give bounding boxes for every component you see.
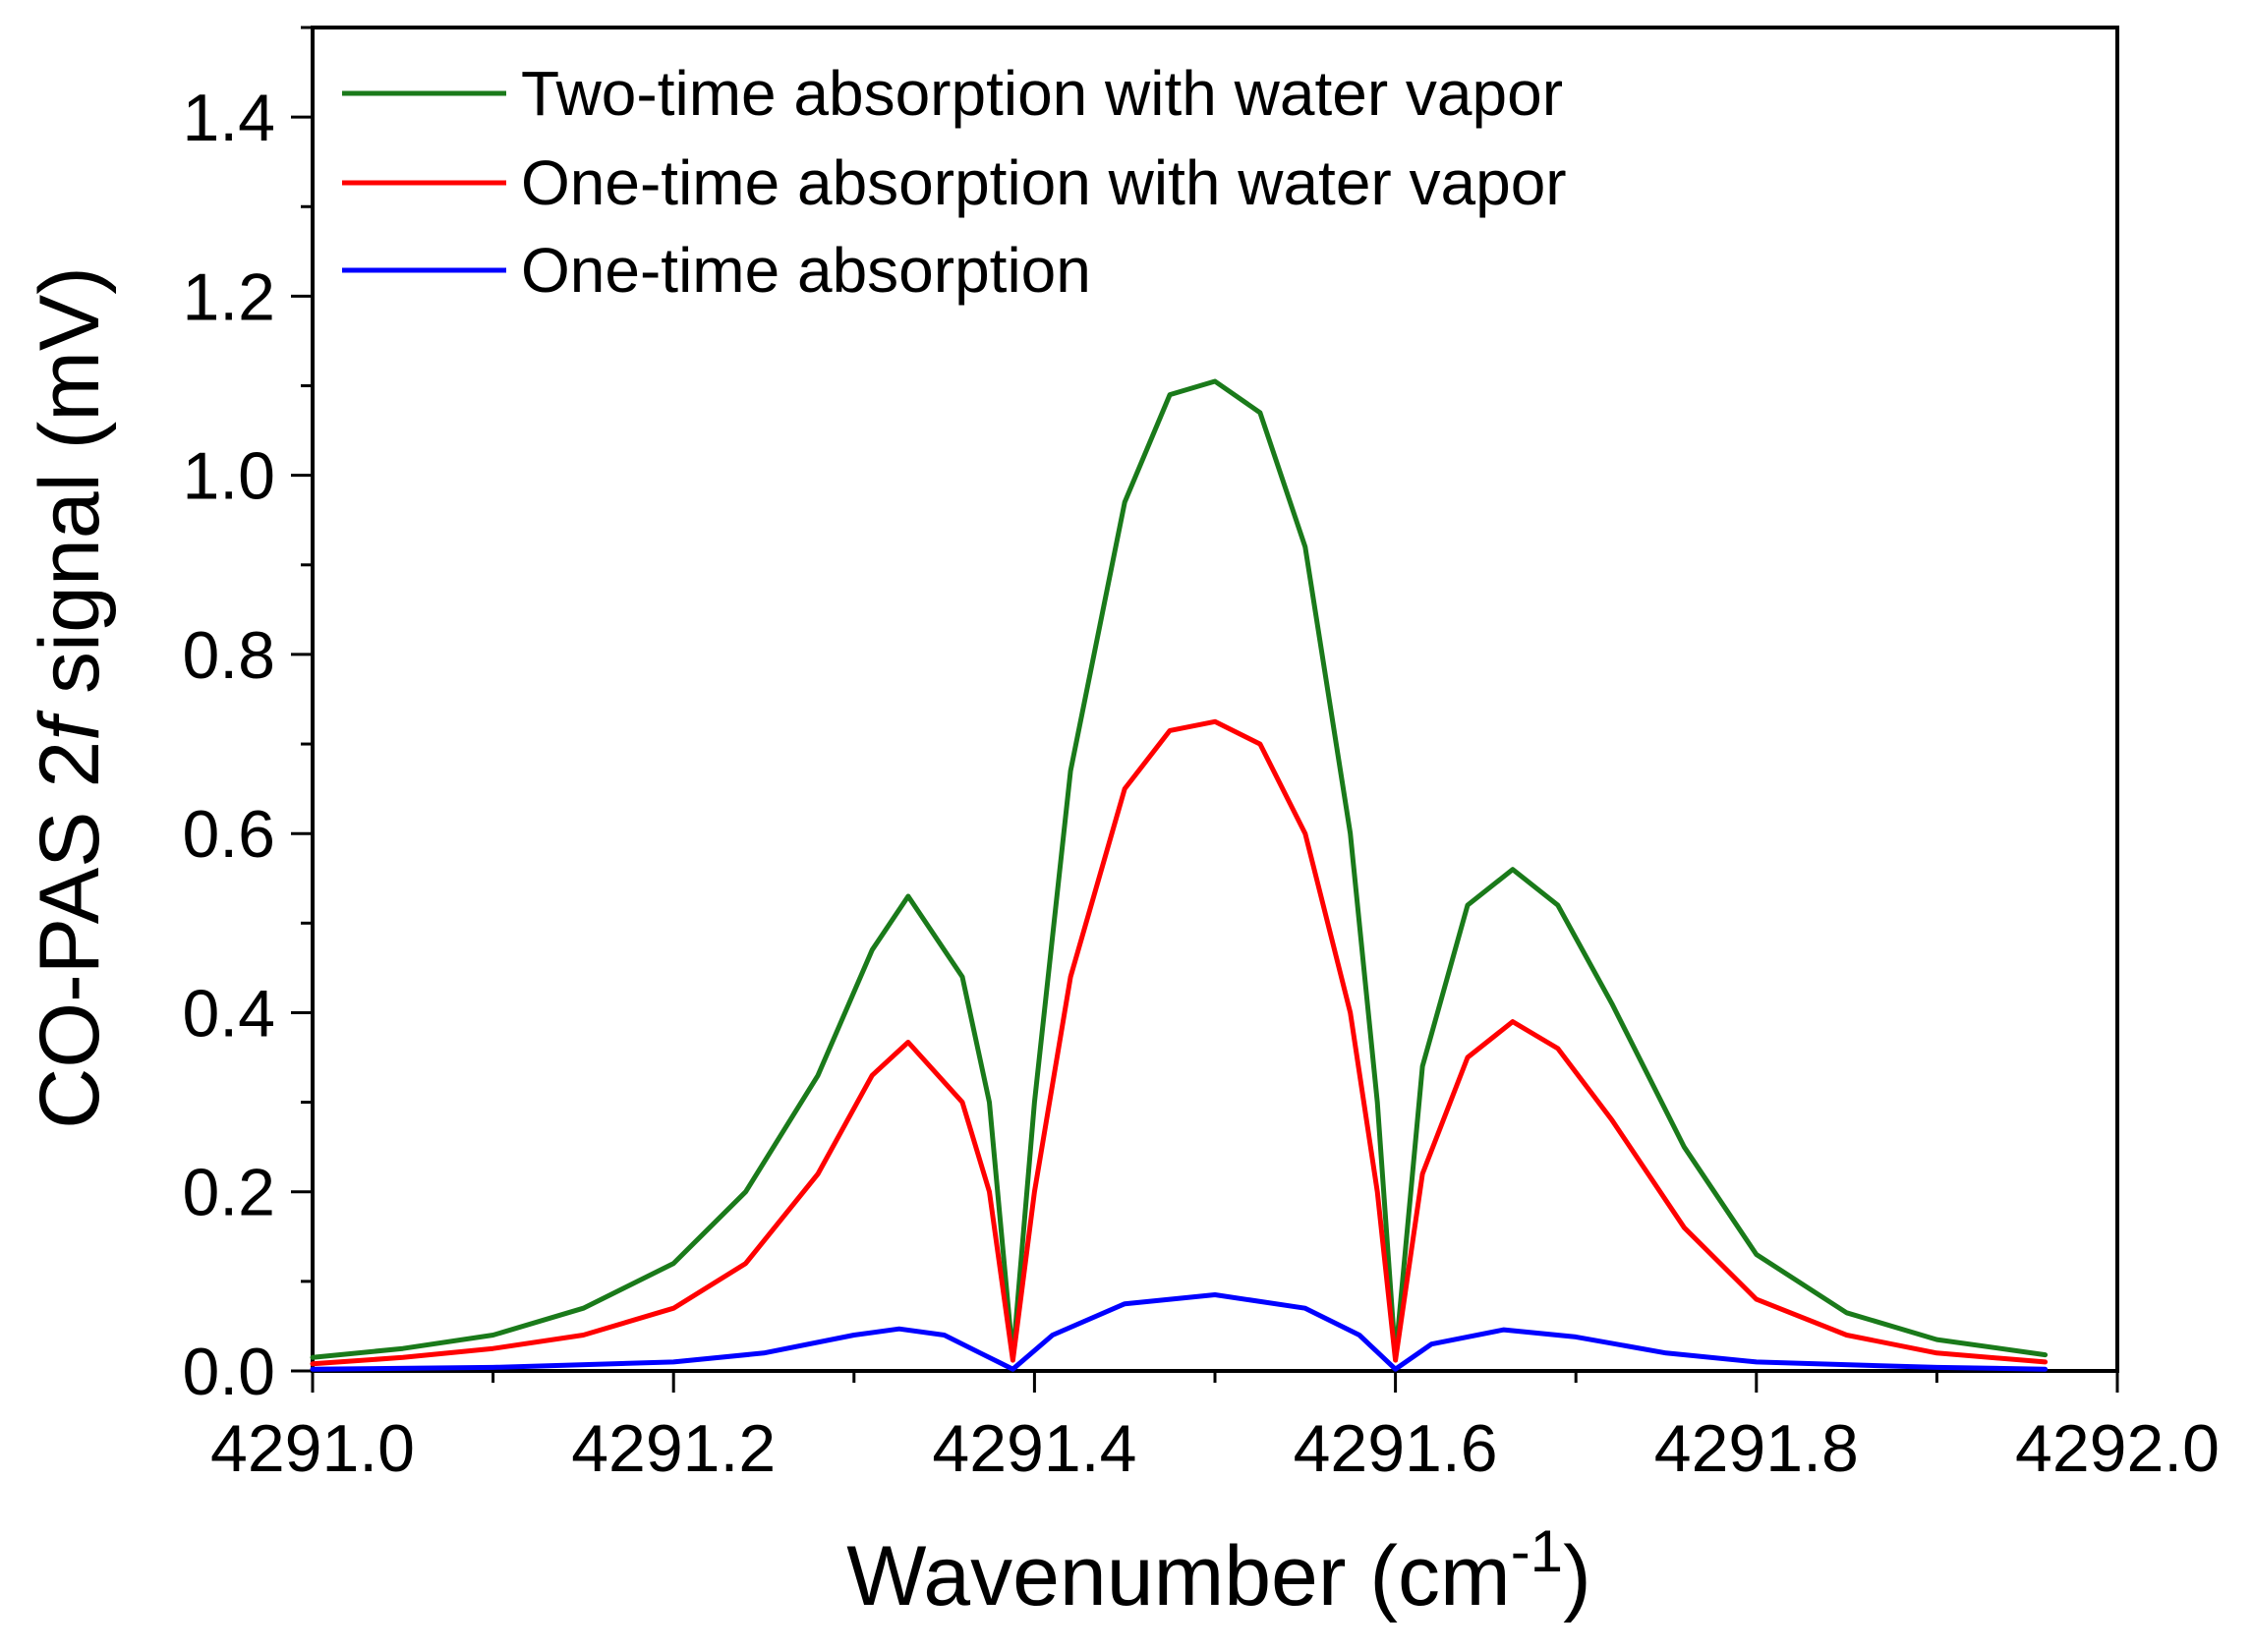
legend-label-one-time-water: One-time absorption with water vapor: [521, 147, 1567, 218]
y-tick-label-1: 0.2: [182, 1156, 275, 1230]
y-tick-label-2: 0.4: [182, 976, 275, 1051]
y-tick-label-4: 0.8: [182, 618, 275, 693]
x-tick-label-1: 4291.2: [571, 1411, 776, 1486]
series-line-2: [310, 1292, 2049, 1372]
x-axis-minor-ticks: [491, 1371, 1938, 1383]
x-tick-label-0: 4291.0: [210, 1411, 415, 1486]
y-tick-label-0: 0.0: [182, 1335, 275, 1409]
y-axis-title: CO-PAS 2f signal (mV): [23, 266, 117, 1129]
x-axis-ticks: 4291.0 4291.2 4291.4 4291.6 4291.8 4292.0: [210, 1371, 2220, 1486]
y-axis-ticks: 0.0 0.2 0.4 0.6 0.8 1.0 1.2 1.4: [182, 81, 313, 1409]
series-line-1: [310, 718, 2049, 1367]
plot-frame: [311, 26, 2119, 1373]
x-tick-label-3: 4291.6: [1294, 1411, 1498, 1486]
y-axis-minor-ticks: [301, 26, 313, 1283]
y-tick-label-7: 1.4: [182, 81, 275, 155]
y-tick-label-3: 0.6: [182, 797, 275, 872]
x-axis-title: Wavenumber (cm-1): [846, 1518, 1590, 1624]
x-tick-label-5: 4292.0: [2015, 1411, 2220, 1486]
series-line-0: [310, 378, 2049, 1360]
series-group: [310, 378, 2049, 1372]
legend-label-two-time-water: Two-time absorption with water vapor: [521, 58, 1563, 129]
x-tick-label-4: 4291.8: [1654, 1411, 1859, 1486]
y-tick-label-6: 1.2: [182, 259, 275, 334]
legend-label-one-time: One-time absorption: [521, 235, 1091, 306]
legend: Two-time absorption with water vapor One…: [342, 58, 1567, 306]
y-tick-label-5: 1.0: [182, 439, 275, 514]
x-tick-label-2: 4291.4: [932, 1411, 1136, 1486]
